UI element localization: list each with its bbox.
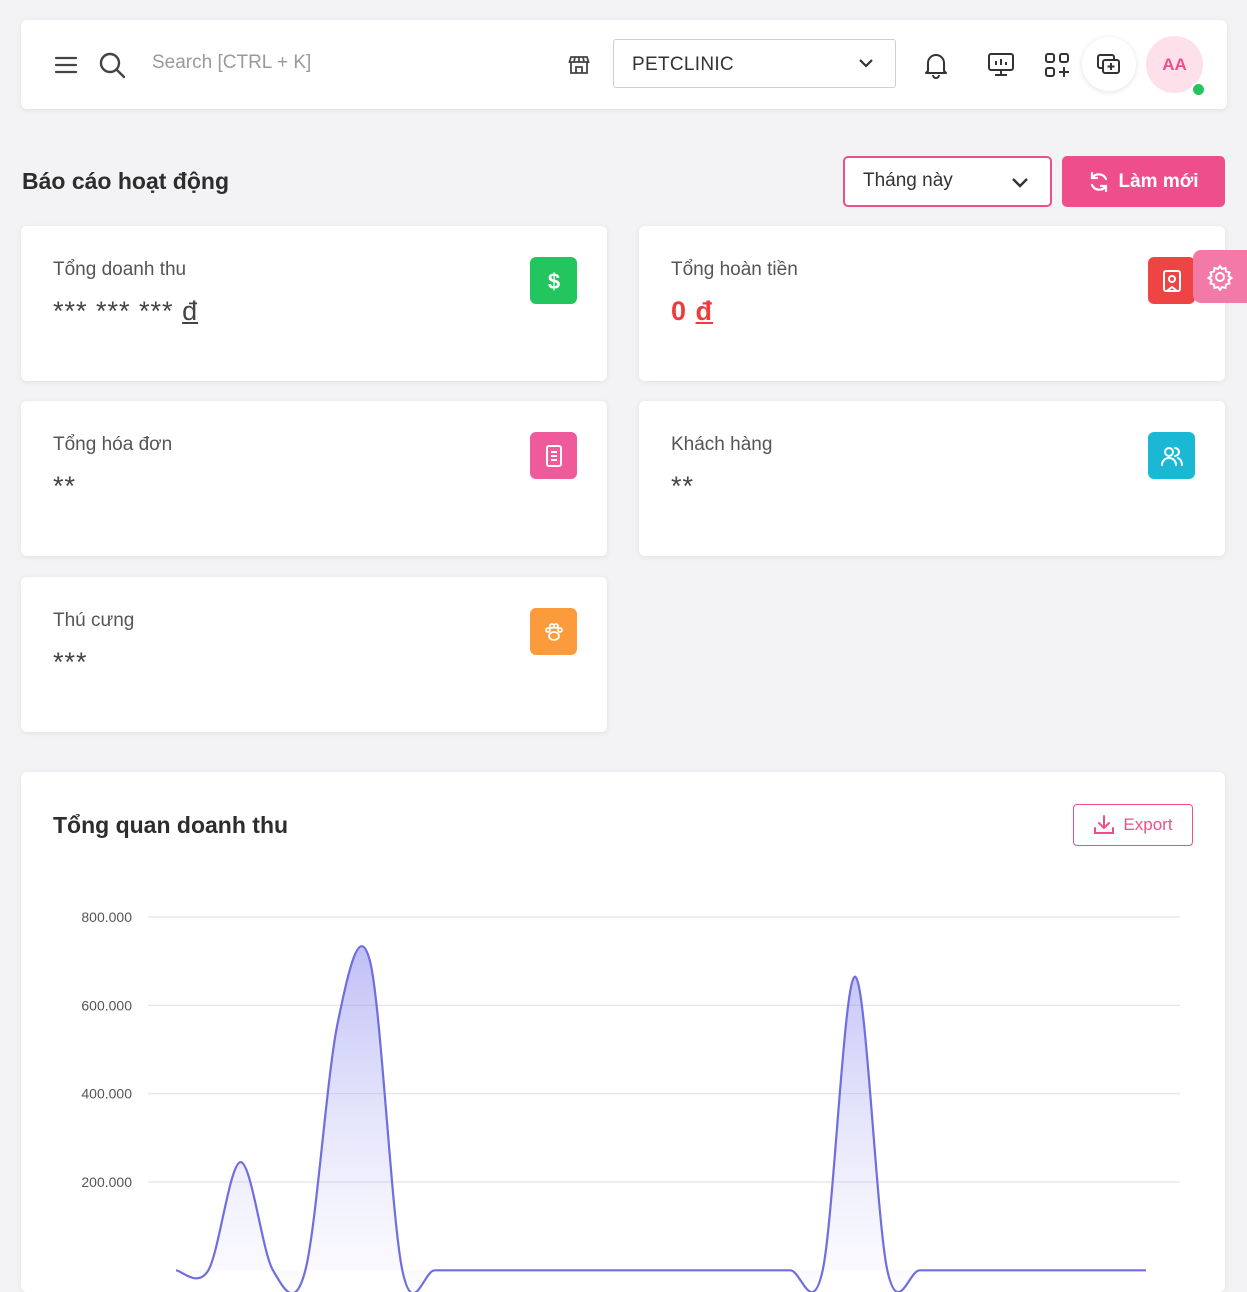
store-icon: [567, 53, 591, 77]
avatar-initials: AA: [1162, 54, 1187, 74]
online-status-dot: [1191, 82, 1206, 97]
stat-label: Thú cưng: [53, 610, 135, 631]
windows-icon: [1097, 54, 1120, 74]
stat-label: Khách hàng: [671, 434, 773, 455]
stat-value: ***: [53, 647, 88, 677]
search-icon[interactable]: [97, 50, 127, 80]
stat-label: Tổng hoàn tiền: [671, 259, 798, 280]
store-select-value: PETCLINIC: [632, 54, 734, 75]
monitor-icon[interactable]: [986, 51, 1016, 79]
refresh-label: Làm mới: [1118, 170, 1199, 192]
stat-label: Tổng hóa đơn: [53, 434, 173, 455]
gear-icon: [1206, 263, 1234, 291]
page-title: Báo cáo hoạt động: [22, 168, 229, 194]
revenue-chart-card: Tổng quan doanh thu Export 200.000 400.00…: [21, 772, 1225, 1292]
stat-card-revenue: Tổng doanh thu *** *** *** đ $: [21, 226, 607, 381]
svg-text:$: $: [547, 269, 559, 293]
receipt-icon: [1148, 257, 1195, 304]
stat-value: **: [53, 471, 77, 501]
top-bar: Search [CTRL + K] PETCLINIC AA: [21, 20, 1227, 109]
menu-icon[interactable]: [53, 52, 79, 78]
refresh-button[interactable]: Làm mới: [1062, 156, 1225, 207]
invoice-icon: [530, 432, 577, 479]
stat-value: *** *** *** đ: [53, 296, 199, 326]
paw-icon: [530, 608, 577, 655]
settings-tab[interactable]: [1193, 250, 1247, 303]
period-select-value: Tháng này: [863, 170, 953, 191]
period-select[interactable]: Tháng này: [843, 156, 1052, 207]
store-select[interactable]: PETCLINIC: [613, 39, 896, 88]
apps-add-icon[interactable]: [1043, 51, 1071, 79]
stat-card-invoices: Tổng hóa đơn **: [21, 401, 607, 556]
stat-card-pets: Thú cưng ***: [21, 577, 607, 732]
stat-value: 0 đ: [671, 296, 714, 326]
download-icon: [1094, 815, 1115, 834]
users-icon: [1148, 432, 1195, 479]
stat-value: **: [671, 471, 695, 501]
switch-window-button[interactable]: [1082, 37, 1136, 91]
bell-icon[interactable]: [921, 50, 951, 80]
chevron-down-icon: [857, 54, 875, 77]
chart-title: Tổng quan doanh thu: [53, 812, 289, 838]
search-input[interactable]: Search [CTRL + K]: [152, 52, 312, 73]
y-tick-label: 200.000: [81, 1174, 132, 1190]
stat-label: Tổng doanh thu: [53, 259, 187, 280]
y-tick-label: 400.000: [81, 1086, 132, 1102]
chevron-down-icon: [1010, 172, 1030, 197]
dollar-icon: $: [530, 257, 577, 304]
area-fill: [176, 946, 1146, 1292]
refresh-icon: [1091, 171, 1108, 192]
y-tick-label: 800.000: [81, 909, 132, 925]
revenue-area-chart: 200.000 400.000 600.000 800.000: [81, 909, 1180, 1292]
export-label: Export: [1123, 815, 1173, 834]
stat-card-customers: Khách hàng **: [639, 401, 1225, 556]
export-button[interactable]: Export: [1073, 804, 1193, 846]
y-tick-label: 600.000: [81, 997, 132, 1013]
stat-card-refund: Tổng hoàn tiền 0 đ: [639, 226, 1225, 381]
